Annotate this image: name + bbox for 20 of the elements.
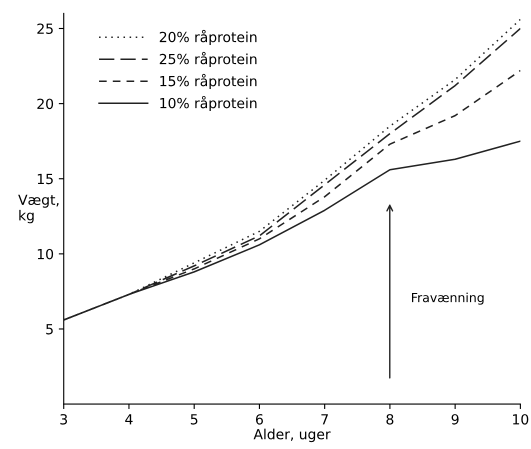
x-tick-label: 4 [125, 414, 133, 424]
x-tick-label: 9 [452, 414, 459, 425]
legend-label: 20% råprotein [160, 30, 256, 45]
x-tick-label: 5 [190, 414, 198, 425]
y-tick-label: 20 [37, 98, 54, 110]
y-tick-label: 10 [38, 248, 54, 260]
y-tick-label: 5 [46, 324, 53, 334]
x-tick-label: 10 [513, 414, 528, 425]
legend-label: 10% råprotein [160, 96, 256, 112]
y-tick-label: 25 [37, 23, 53, 34]
x-tick-label: 7 [321, 414, 328, 424]
x-axis-title: Alder, uger [254, 428, 331, 442]
legend-label: 25% råprotein [160, 52, 256, 67]
y-tick-label: 15 [38, 174, 53, 184]
x-tick-label: 3 [60, 414, 68, 425]
y-axis-title: Vægt, kg [18, 194, 59, 224]
x-tick-label: 8 [386, 414, 394, 425]
x-tick-label: 6 [256, 414, 263, 425]
annotation: Fravænning [412, 292, 484, 305]
legend-label: 15% råprotein [160, 74, 256, 90]
